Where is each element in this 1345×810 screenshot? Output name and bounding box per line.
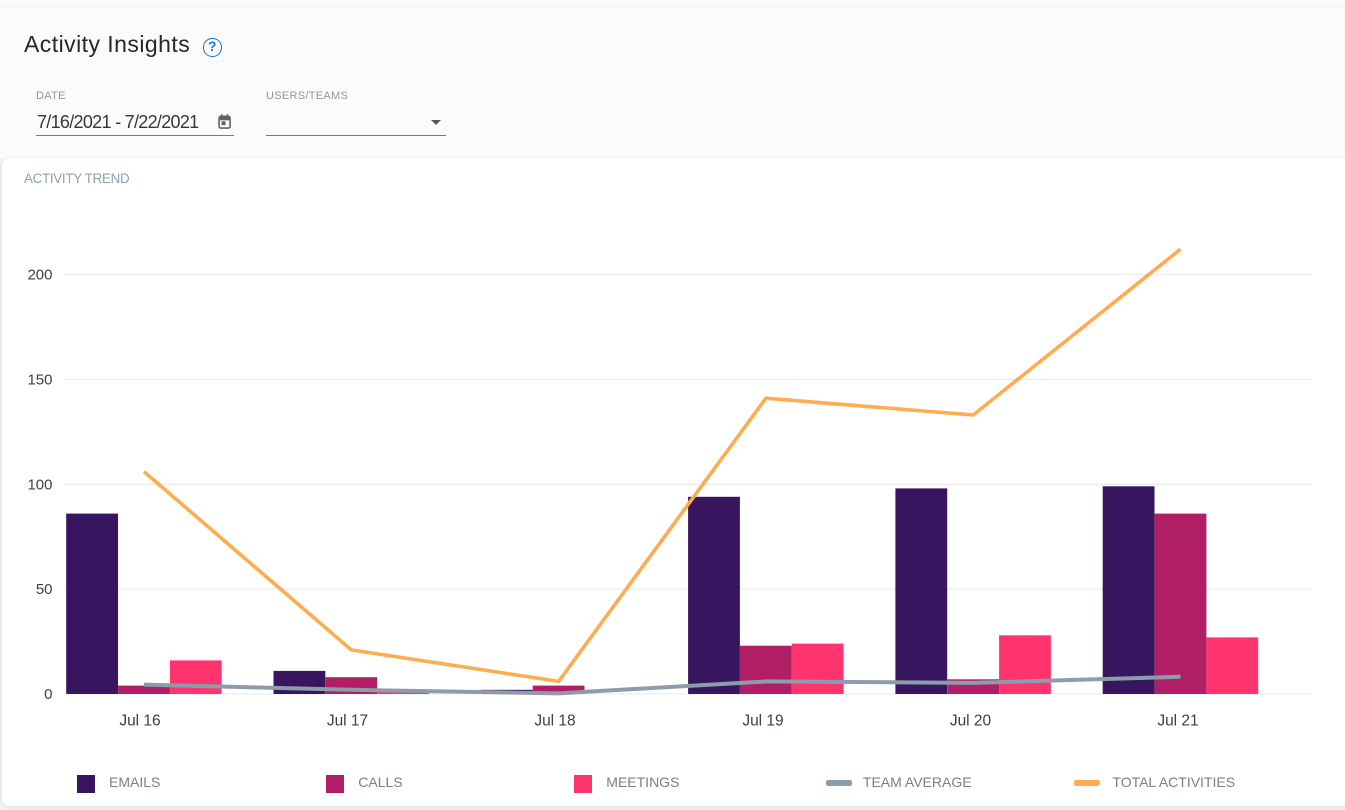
svg-text:0: 0: [44, 686, 52, 703]
svg-text:Jul 18: Jul 18: [534, 713, 575, 730]
svg-text:Jul 21: Jul 21: [1157, 713, 1198, 730]
svg-text:150: 150: [27, 371, 52, 388]
svg-text:Jul 16: Jul 16: [119, 713, 160, 730]
svg-text:Jul 19: Jul 19: [742, 713, 783, 730]
svg-text:Jul 17: Jul 17: [327, 713, 368, 730]
svg-text:200: 200: [27, 267, 52, 284]
svg-text:100: 100: [27, 476, 52, 493]
svg-text:50: 50: [36, 581, 53, 598]
svg-text:Jul 20: Jul 20: [950, 713, 992, 730]
